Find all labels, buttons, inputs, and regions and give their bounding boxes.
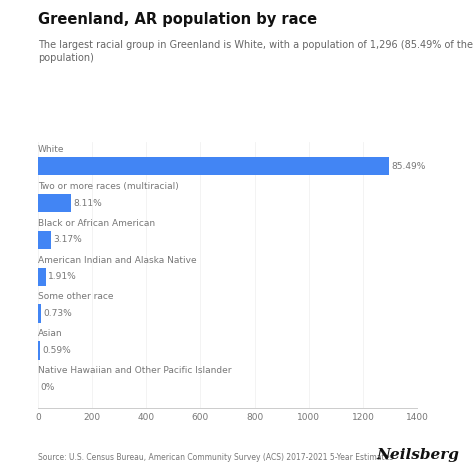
Text: Source: U.S. Census Bureau, American Community Survey (ACS) 2017-2021 5-Year Est: Source: U.S. Census Bureau, American Com…	[38, 453, 393, 462]
Text: 0%: 0%	[40, 383, 55, 392]
Text: Greenland, AR population by race: Greenland, AR population by race	[38, 12, 317, 27]
Text: Neilsberg: Neilsberg	[377, 448, 460, 462]
Bar	[38, 267, 46, 286]
Bar	[38, 157, 389, 175]
Text: 1.91%: 1.91%	[48, 272, 77, 281]
Text: American Indian and Alaska Native: American Indian and Alaska Native	[38, 255, 197, 264]
Bar	[38, 194, 71, 212]
Text: 0.59%: 0.59%	[43, 346, 71, 355]
Bar	[38, 341, 40, 360]
Bar	[38, 304, 41, 323]
Bar	[38, 231, 51, 249]
Text: Black or African American: Black or African American	[38, 219, 155, 228]
Text: Some other race: Some other race	[38, 292, 113, 301]
Text: Asian: Asian	[38, 329, 63, 338]
Text: Two or more races (multiracial): Two or more races (multiracial)	[38, 182, 179, 191]
Text: 3.17%: 3.17%	[53, 236, 82, 245]
Text: 0.73%: 0.73%	[43, 309, 72, 318]
Text: White: White	[38, 145, 64, 154]
Text: The largest racial group in Greenland is White, with a population of 1,296 (85.4: The largest racial group in Greenland is…	[38, 40, 474, 64]
Text: 85.49%: 85.49%	[391, 162, 426, 171]
Text: 8.11%: 8.11%	[73, 199, 102, 208]
Text: Native Hawaiian and Other Pacific Islander: Native Hawaiian and Other Pacific Island…	[38, 366, 231, 375]
